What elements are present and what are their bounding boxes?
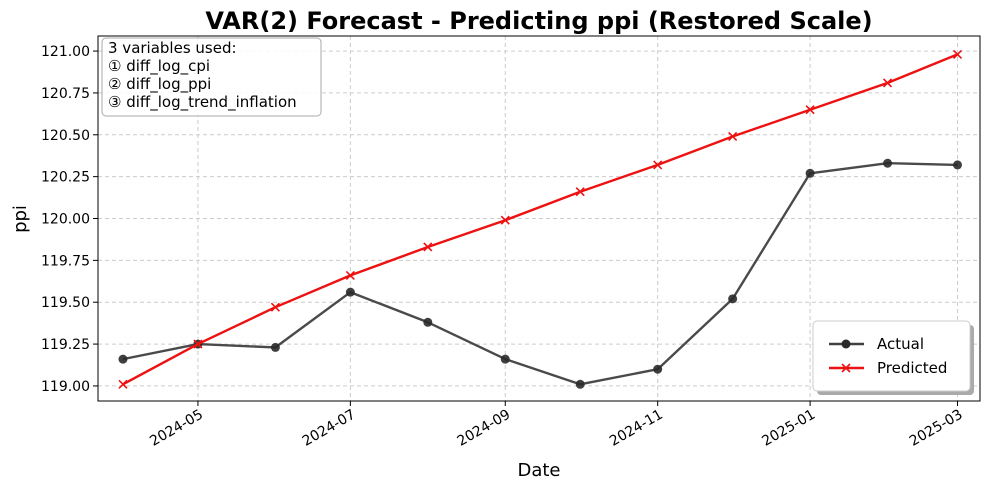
actual-point (345, 287, 355, 297)
actual-point (728, 294, 738, 304)
predicted-point (653, 160, 663, 170)
annotation-line: ① diff_log_cpi (108, 57, 210, 76)
annotation-box: 3 variables used: ① diff_log_cpi ② diff_… (101, 37, 322, 117)
annotation-line: ② diff_log_ppi (108, 75, 211, 94)
predicted-point (270, 302, 280, 312)
legend-label-predicted: Predicted (877, 359, 947, 377)
legend-frame (812, 320, 971, 392)
x-tick-label: 2024-05 (147, 407, 206, 450)
x-axis-label: Date (517, 460, 560, 481)
series-layer (118, 49, 963, 389)
actual-point (953, 160, 963, 170)
annotation-line: 3 variables used: (108, 39, 237, 57)
y-tick-label: 120.75 (41, 86, 90, 102)
y-tick-label: 119.25 (41, 337, 90, 353)
annotation-box-frame (101, 37, 322, 117)
annotation-line: ③ diff_log_trend_inflation (108, 93, 297, 112)
actual-point (500, 354, 510, 364)
series-line-predicted (122, 53, 958, 386)
predicted-point (345, 270, 355, 280)
predicted-point (423, 242, 433, 252)
x-tick-label: 2024-07 (300, 407, 359, 450)
predicted-point (952, 49, 963, 59)
predicted-point (575, 187, 585, 197)
chart-title: VAR(2) Forecast - Predicting ppi (Restor… (205, 7, 872, 35)
actual-point (575, 379, 585, 389)
actual-point (883, 158, 893, 168)
predicted-point (882, 78, 893, 88)
y-tick-label: 120.50 (41, 128, 90, 144)
y-tick-label: 119.50 (41, 295, 90, 311)
legend-actual-marker (841, 339, 851, 349)
predicted-point (805, 105, 815, 115)
actual-point (118, 354, 128, 364)
x-tick-label: 2024-09 (455, 407, 514, 450)
y-tick-label: 119.00 (41, 379, 90, 395)
predicted-point (728, 131, 738, 142)
y-tick-label: 120.25 (41, 170, 90, 186)
x-tick-label: 2025-03 (907, 407, 966, 450)
y-axis: 119.00 119.25 119.50 119.75 120.00 120.25 120.… (41, 44, 98, 395)
predicted-point (193, 339, 203, 349)
legend-predicted-marker (841, 363, 851, 373)
y-tick-label: 121.00 (41, 44, 90, 60)
actual-point (270, 342, 280, 352)
predicted-point (118, 379, 128, 389)
x-axis: 2024-05 2024-07 2024-09 2024-11 2025-01 2025-… (147, 401, 966, 450)
x-tick-label: 2025-01 (759, 407, 818, 450)
legend: Actual Predicted (812, 320, 974, 395)
y-tick-label: 120.00 (41, 212, 90, 228)
predicted-point (500, 215, 510, 225)
y-axis-label: ppi (10, 205, 31, 233)
actual-point (805, 168, 815, 178)
x-tick-label: 2024-11 (607, 407, 666, 450)
y-tick-label: 119.75 (41, 253, 90, 269)
series-line-actual (122, 161, 958, 386)
actual-point (423, 317, 433, 327)
legend-label-actual: Actual (877, 335, 924, 353)
actual-point (653, 364, 663, 374)
